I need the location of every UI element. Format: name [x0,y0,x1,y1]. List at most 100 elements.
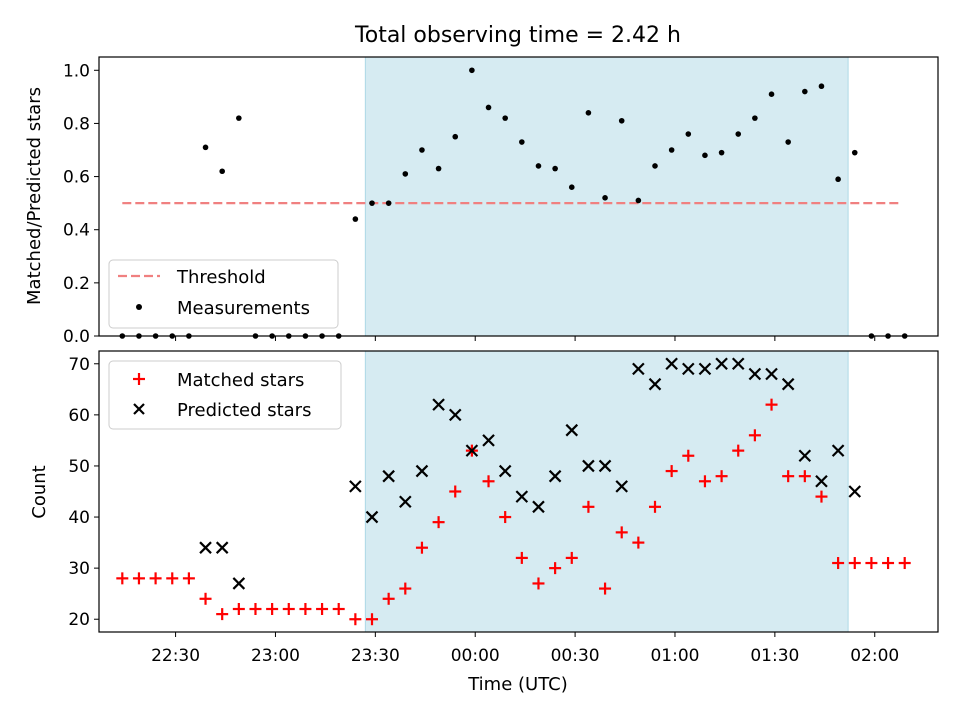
matched-star-marker [882,557,895,570]
predicted-star-marker [399,495,412,508]
matched-star-marker [732,444,745,457]
predicted-star-marker [448,408,462,422]
predicted-star-marker [731,357,745,371]
measurement-point [236,115,242,121]
predicted-star-marker [798,449,812,463]
predicted-legend-swatch [133,403,145,415]
measurement-point [768,91,775,97]
predicted-star-marker [815,475,828,488]
matched-star-marker [582,500,595,513]
predicted-star-marker [349,480,362,493]
x-tick-label: 22:30 [151,646,200,666]
predicted-star-marker [365,510,379,524]
ratio-plot-frame [98,56,939,337]
matched-star-marker [599,582,612,595]
count-legend: Matched stars Predicted stars [108,360,342,430]
matched-star-marker [765,398,778,411]
matched-star-marker [349,613,362,626]
measurement-point [802,88,808,95]
matched-star-marker [815,490,828,503]
measurement-point [435,165,442,172]
measurement-point [402,171,409,177]
count-plot-frame [98,350,939,633]
ratio-legend-box [108,259,339,329]
measurement-point [851,149,858,156]
predicted-star-marker [482,434,495,447]
measurement-point [552,165,558,172]
ratio-y-tick-label: 0.6 [63,168,90,188]
predicted-legend-label: Predicted stars [177,400,311,421]
matched-star-marker [898,557,911,570]
predicted-star-marker [615,480,628,493]
count-panel: 20 30 40 50 60 70 22:30 23:00 23:30 00:00 00:30 01… [29,350,939,695]
matched-star-marker [166,572,179,585]
predicted-star-marker [648,377,662,391]
count-y-tick-label: 70 [68,355,90,375]
matched-star-marker [532,577,545,590]
matched-star-marker [615,526,628,539]
predicted-star-marker [715,357,728,371]
matched-star-marker [149,572,162,585]
ratio-y-axis-label: Matched/Predicted stars [24,87,45,305]
matched-star-marker [649,500,662,513]
matched-star-marker [865,557,878,570]
count-y-tick-label: 60 [68,406,90,426]
matched-star-marker [515,551,528,564]
predicted-star-marker [465,444,479,457]
matched-star-marker [499,511,512,524]
measurement-point [785,139,791,145]
measurement-point [735,131,742,137]
measurement-point [535,163,542,169]
matched-star-marker [415,541,428,554]
matched-star-marker [449,485,462,498]
measurement-point [635,197,642,204]
matched-star-marker [482,475,495,488]
x-axis-label: Time (UTC) [467,674,568,695]
measurement-point [618,117,625,124]
observing-window [364,350,849,633]
measurement-point [452,133,459,140]
ratio-y-tick-label: 0.2 [63,274,90,294]
measurement-point [502,115,508,121]
predicted-star-marker [582,459,595,473]
predicted-star-marker [698,362,712,376]
matched-star-marker [249,603,262,616]
predicted-star-marker [565,423,579,437]
predicted-star-marker [831,444,845,457]
matched-star-marker [682,449,695,462]
matched-star-marker [282,603,295,616]
measurement-point [202,144,209,151]
matched-star-marker [266,603,279,616]
predicted-star-marker [498,464,512,478]
matched-star-marker [632,536,645,549]
measurement-point [585,110,592,116]
matched-star-marker [748,429,761,442]
matched-star-marker [116,572,129,585]
predicted-star-marker [665,357,678,371]
measurement-point [718,149,725,156]
matched-star-marker [199,592,212,605]
ratio-panel: 0.0 0.2 0.4 0.6 0.8 1.0 Matched/Predicted sta… [24,56,939,347]
matched-star-marker [832,557,845,570]
measurement-point [419,147,425,153]
measurement-point [485,104,492,111]
measurement-point [702,152,708,159]
matched-star-marker [382,592,395,605]
matched-star-marker [665,465,678,478]
x-tick-label: 23:30 [351,646,400,666]
matched-star-marker [698,475,711,488]
matched-star-marker [848,557,861,570]
x-tick-label: 23:00 [251,646,300,666]
measurement-point [835,176,841,183]
matched-star-marker [715,470,728,483]
predicted-star-marker [598,459,612,473]
predicted-star-marker [199,541,212,554]
predicted-star-marker [382,469,395,483]
measurement-point [602,195,608,201]
x-tick-label: 01:00 [650,646,699,666]
predicted-star-marker [682,362,695,376]
ratio-y-tick-label: 0.4 [63,221,90,241]
matched-legend-swatch [133,373,145,385]
x-tick-label: 00:30 [551,646,600,666]
